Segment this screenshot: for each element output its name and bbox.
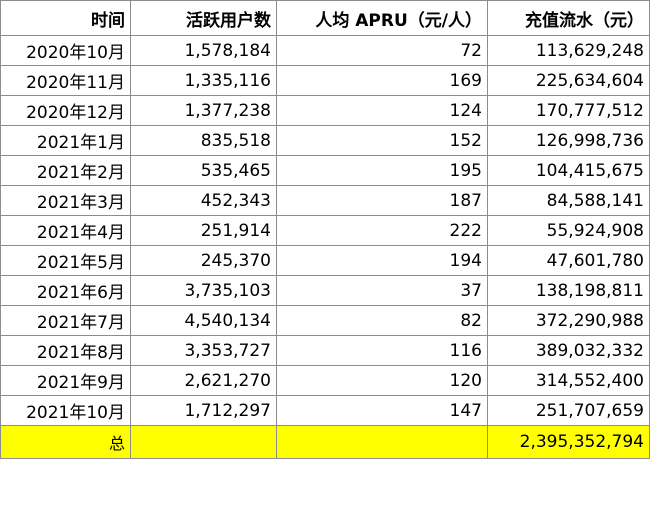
cell-arpu: 147	[276, 395, 488, 426]
cell-revenue: 55,924,908	[487, 215, 650, 246]
table-row: 2021年10月 1,712,297 147 251,707,659	[0, 395, 650, 426]
table-row: 2020年10月 1,578,184 72 113,629,248	[0, 35, 650, 66]
cell-month: 2020年12月	[0, 95, 131, 126]
cell-active-users: 245,370	[130, 245, 277, 276]
table-row: 2021年5月 245,370 194 47,601,780	[0, 245, 650, 276]
total-arpu	[276, 425, 488, 459]
cell-revenue: 138,198,811	[487, 275, 650, 306]
cell-active-users: 1,712,297	[130, 395, 277, 426]
cell-month: 2021年3月	[0, 185, 131, 216]
cell-arpu: 82	[276, 305, 488, 336]
cell-month: 2021年6月	[0, 275, 131, 306]
cell-active-users: 3,353,727	[130, 335, 277, 366]
revenue-table: 时间 活跃用户数 人均 APRU（元/人） 充值流水（元） 2020年10月 1,…	[0, 0, 650, 459]
cell-arpu: 72	[276, 35, 488, 66]
cell-month: 2021年4月	[0, 215, 131, 246]
table-row: 2021年4月 251,914 222 55,924,908	[0, 215, 650, 246]
cell-active-users: 1,377,238	[130, 95, 277, 126]
table-row: 2021年7月 4,540,134 82 372,290,988	[0, 305, 650, 336]
table-row: 2020年12月 1,377,238 124 170,777,512	[0, 95, 650, 126]
cell-month: 2021年2月	[0, 155, 131, 186]
cell-month: 2021年5月	[0, 245, 131, 276]
cell-active-users: 1,578,184	[130, 35, 277, 66]
total-users	[130, 425, 277, 459]
total-revenue: 2,395,352,794	[487, 425, 650, 459]
table-row: 2021年1月 835,518 152 126,998,736	[0, 125, 650, 156]
cell-revenue: 126,998,736	[487, 125, 650, 156]
cell-active-users: 835,518	[130, 125, 277, 156]
cell-revenue: 113,629,248	[487, 35, 650, 66]
cell-revenue: 389,032,332	[487, 335, 650, 366]
cell-arpu: 222	[276, 215, 488, 246]
cell-active-users: 251,914	[130, 215, 277, 246]
header-revenue: 充值流水（元）	[487, 0, 650, 36]
cell-month: 2021年9月	[0, 365, 131, 396]
header-arpu: 人均 APRU（元/人）	[276, 0, 488, 36]
table-row: 2021年6月 3,735,103 37 138,198,811	[0, 275, 650, 306]
table-row: 2020年11月 1,335,116 169 225,634,604	[0, 65, 650, 96]
cell-revenue: 314,552,400	[487, 365, 650, 396]
header-month: 时间	[0, 0, 131, 36]
table-row: 2021年9月 2,621,270 120 314,552,400	[0, 365, 650, 396]
cell-revenue: 170,777,512	[487, 95, 650, 126]
table-row: 2021年3月 452,343 187 84,588,141	[0, 185, 650, 216]
cell-month: 2021年7月	[0, 305, 131, 336]
cell-arpu: 194	[276, 245, 488, 276]
cell-revenue: 372,290,988	[487, 305, 650, 336]
cell-arpu: 116	[276, 335, 488, 366]
cell-active-users: 2,621,270	[130, 365, 277, 396]
cell-arpu: 195	[276, 155, 488, 186]
cell-arpu: 120	[276, 365, 488, 396]
cell-month: 2021年1月	[0, 125, 131, 156]
cell-arpu: 124	[276, 95, 488, 126]
table-row: 2021年8月 3,353,727 116 389,032,332	[0, 335, 650, 366]
cell-active-users: 4,540,134	[130, 305, 277, 336]
cell-active-users: 3,735,103	[130, 275, 277, 306]
cell-revenue: 104,415,675	[487, 155, 650, 186]
total-label: 总	[0, 425, 131, 459]
header-active-users: 活跃用户数	[130, 0, 277, 36]
header-row: 时间 活跃用户数 人均 APRU（元/人） 充值流水（元）	[0, 0, 650, 36]
cell-revenue: 225,634,604	[487, 65, 650, 96]
cell-active-users: 1,335,116	[130, 65, 277, 96]
table-row: 2021年2月 535,465 195 104,415,675	[0, 155, 650, 186]
cell-arpu: 152	[276, 125, 488, 156]
cell-active-users: 535,465	[130, 155, 277, 186]
cell-active-users: 452,343	[130, 185, 277, 216]
cell-revenue: 47,601,780	[487, 245, 650, 276]
cell-month: 2020年10月	[0, 35, 131, 66]
cell-arpu: 37	[276, 275, 488, 306]
cell-revenue: 84,588,141	[487, 185, 650, 216]
cell-arpu: 187	[276, 185, 488, 216]
cell-month: 2021年8月	[0, 335, 131, 366]
cell-arpu: 169	[276, 65, 488, 96]
cell-revenue: 251,707,659	[487, 395, 650, 426]
cell-month: 2020年11月	[0, 65, 131, 96]
total-row: 总 2,395,352,794	[0, 425, 650, 459]
cell-month: 2021年10月	[0, 395, 131, 426]
